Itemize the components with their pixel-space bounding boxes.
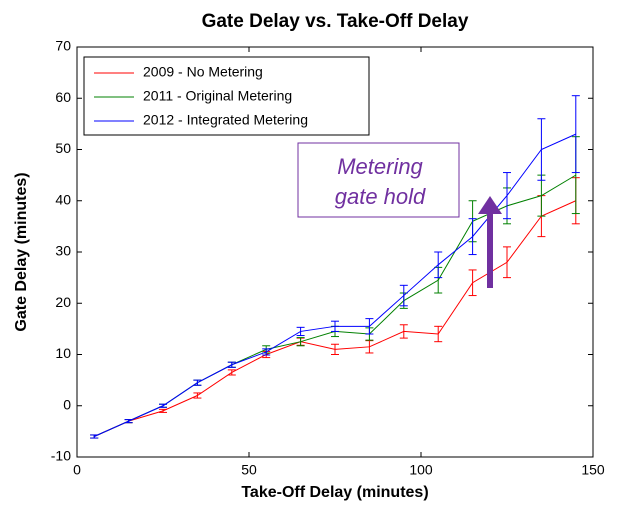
legend-label: 2012 - Integrated Metering	[143, 112, 308, 128]
error-bar	[193, 392, 202, 399]
x-tick-label: 150	[581, 462, 605, 478]
x-axis-label: Take-Off Delay (minutes)	[241, 484, 428, 501]
annotation-arrowhead	[478, 196, 502, 214]
legend-label: 2009 - No Metering	[143, 64, 263, 80]
error-bar	[124, 419, 133, 424]
chart-title: Gate Delay vs. Take-Off Delay	[202, 11, 469, 32]
y-tick-label: 20	[55, 294, 71, 310]
error-bar	[227, 361, 236, 368]
error-bar	[571, 95, 580, 174]
error-bar	[468, 269, 477, 297]
y-tick-label: 40	[55, 191, 71, 207]
y-tick-label: 50	[55, 140, 71, 156]
error-bar	[331, 343, 339, 355]
error-bar	[434, 325, 443, 343]
y-tick-label: 0	[63, 396, 71, 412]
y-tick-label: 70	[55, 38, 71, 54]
error-bar	[296, 337, 305, 347]
legend-label: 2011 - Original Metering	[143, 88, 292, 104]
x-tick-label: 100	[409, 462, 433, 478]
annotation-box	[297, 142, 460, 218]
error-bar	[262, 348, 271, 356]
error-bar	[227, 369, 236, 376]
error-bar	[159, 408, 167, 413]
error-bar	[365, 318, 374, 335]
error-bar	[365, 340, 374, 354]
error-bar	[399, 284, 408, 307]
annotation-line: gate hold	[335, 184, 426, 209]
error-bar	[468, 218, 477, 256]
y-tick-label: 10	[55, 345, 71, 361]
y-axis-label: Gate Delay (minutes)	[13, 172, 30, 331]
error-bar	[90, 434, 99, 439]
error-bar	[399, 324, 408, 339]
legend-box	[83, 56, 370, 136]
plot-marks	[90, 95, 580, 439]
error-bar	[537, 118, 546, 181]
legend: 2009 - No Metering 2011 - Original Meteri…	[83, 56, 370, 136]
y-tick-label: 30	[55, 243, 71, 259]
error-bar	[503, 172, 511, 220]
x-tick-label: 50	[241, 462, 257, 478]
error-bar	[434, 251, 443, 279]
x-tick-label: 0	[73, 462, 81, 478]
error-bar	[296, 326, 305, 337]
annotation-line: Metering	[337, 154, 423, 179]
error-bar	[159, 403, 167, 408]
y-tick-label: 60	[55, 89, 71, 105]
error-bar	[193, 379, 202, 386]
series-line	[93, 200, 577, 437]
y-tick-label: -10	[51, 448, 71, 464]
error-bar	[503, 246, 511, 279]
error-bar	[331, 320, 339, 332]
